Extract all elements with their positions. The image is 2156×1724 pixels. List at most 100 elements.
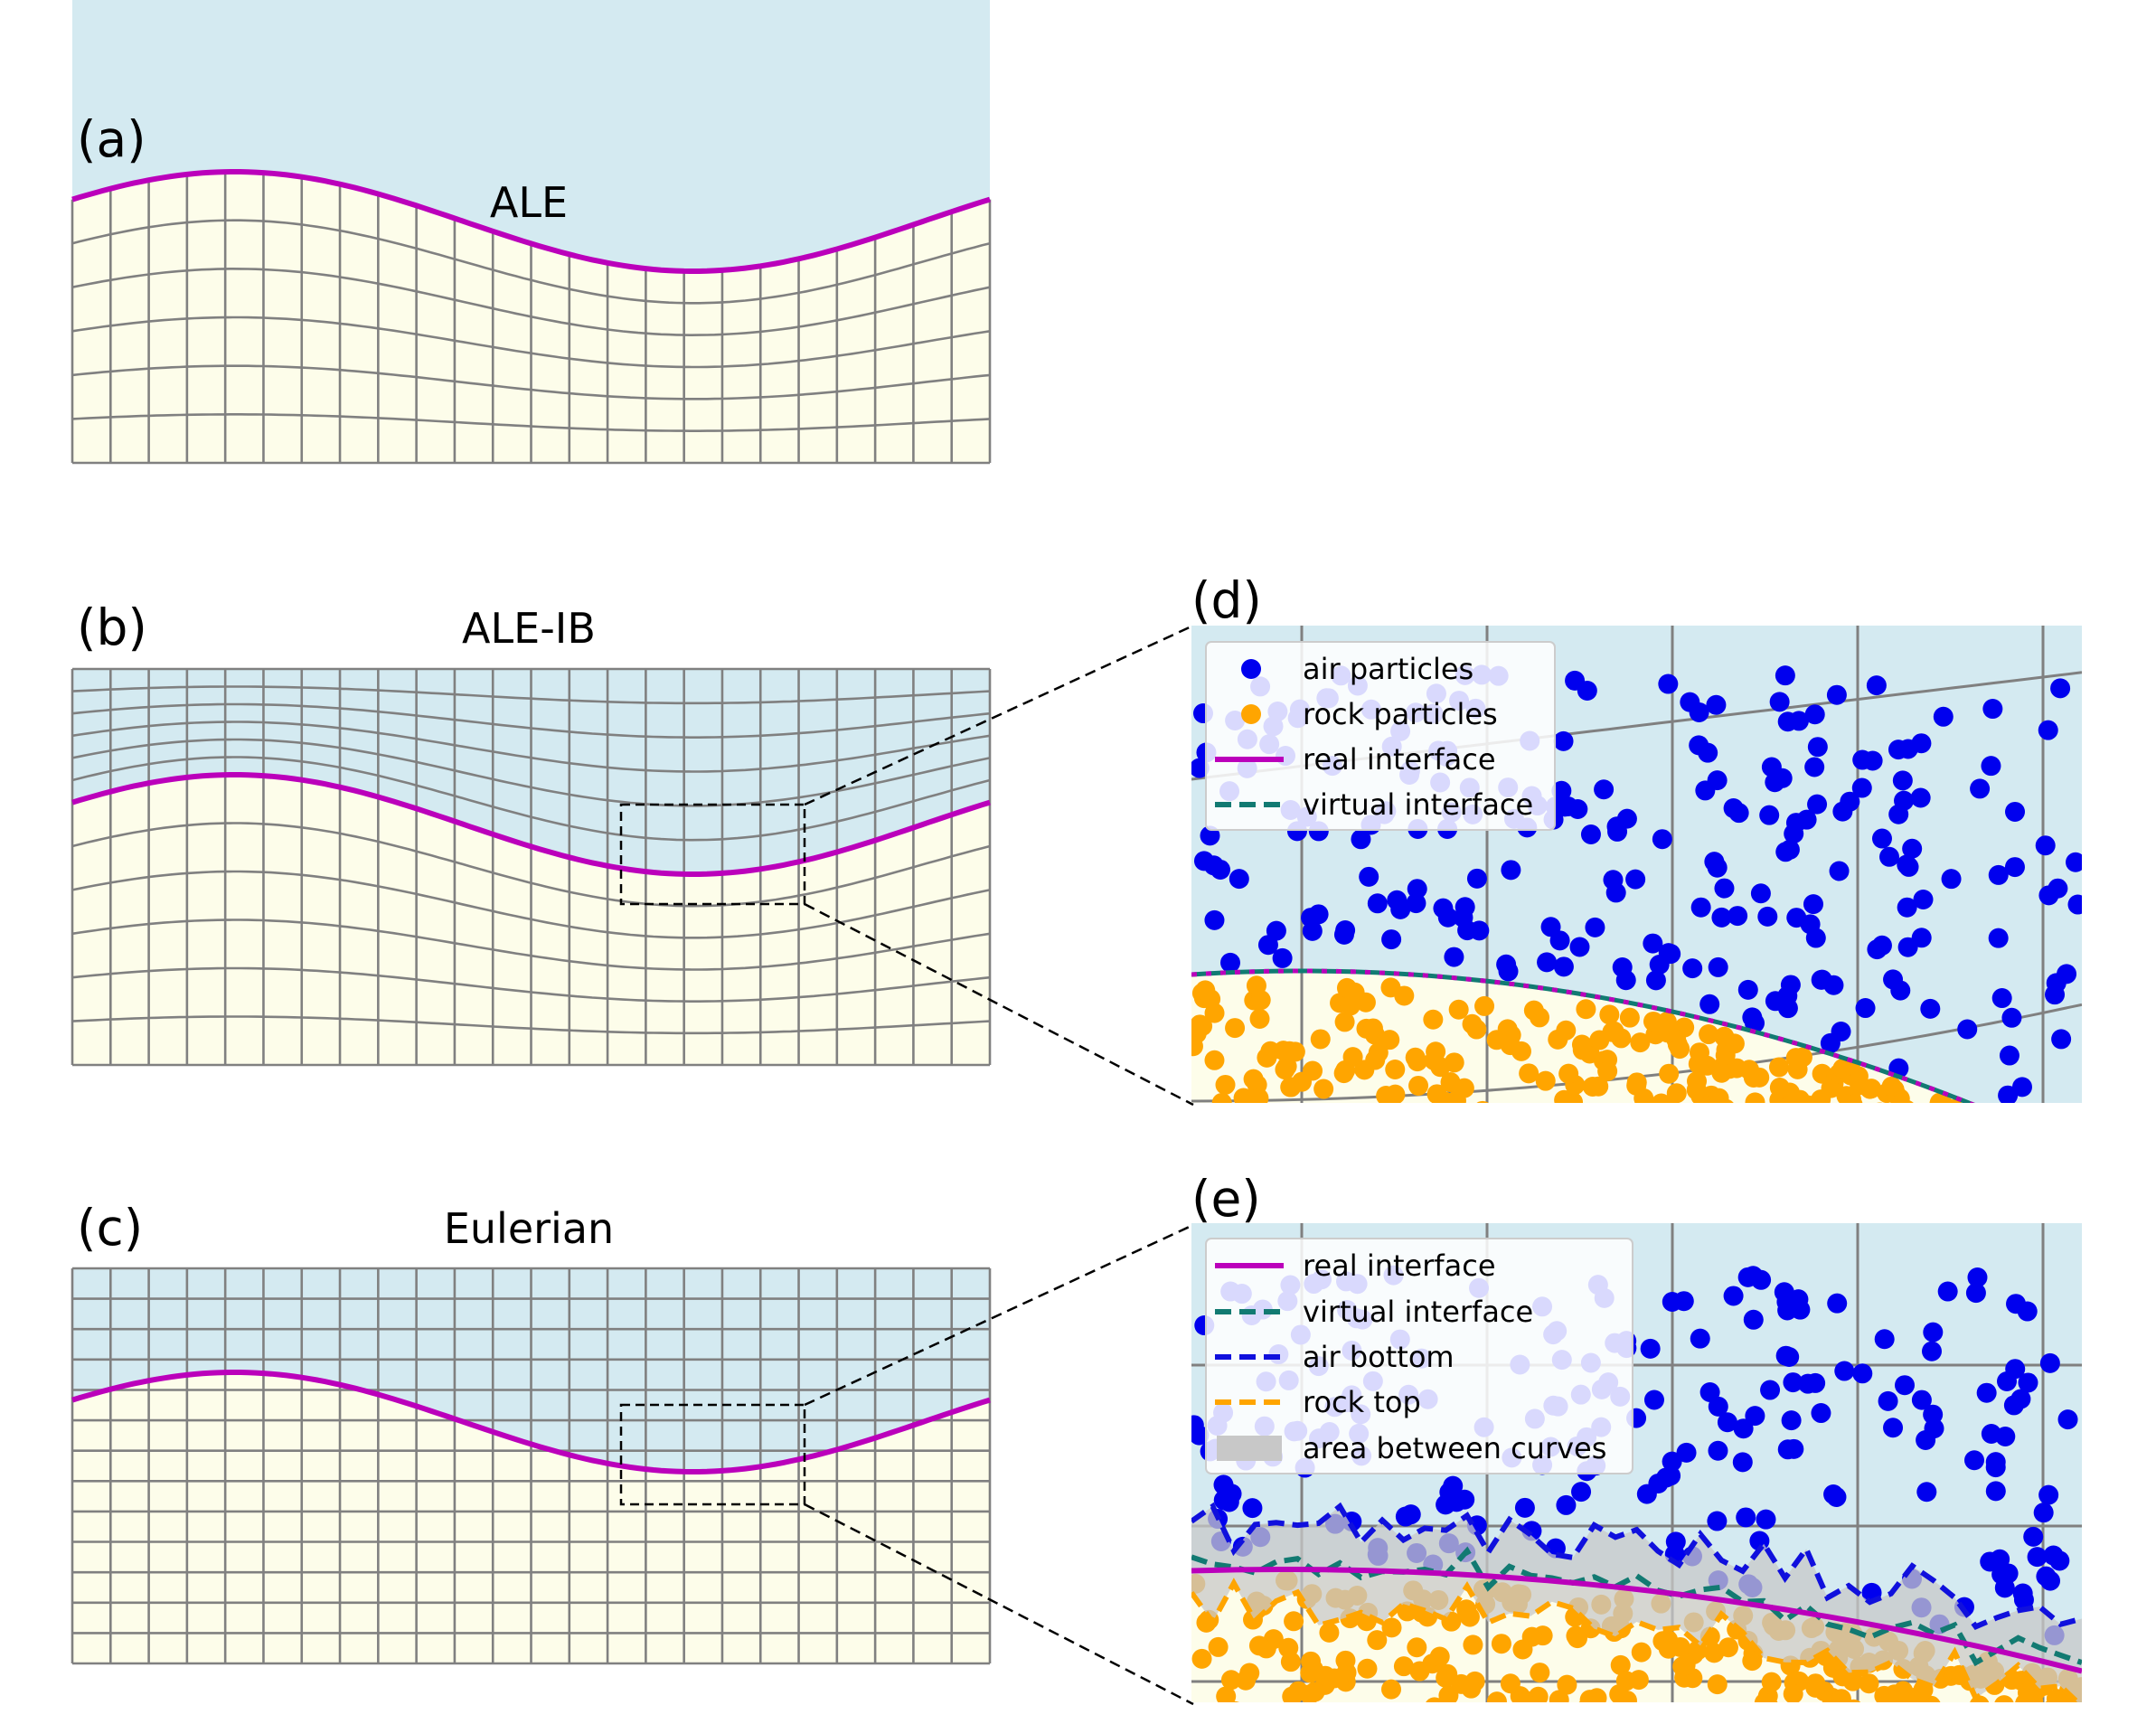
air-particle <box>1537 952 1558 973</box>
air-particle <box>2066 852 2082 872</box>
rock-particle <box>1282 1686 1303 1702</box>
panel-b-title: ALE-IB <box>462 604 596 653</box>
air-particle <box>1805 928 1826 948</box>
rock-particle <box>1319 1622 1340 1643</box>
air-particle <box>2004 857 2025 878</box>
air-particle <box>1446 1492 1467 1512</box>
air-particle <box>1387 890 1408 910</box>
air-particle <box>1728 803 1749 824</box>
rock-particle <box>1982 1107 2001 1126</box>
virtual-interface-curve <box>1191 1546 2082 1667</box>
rock-particle <box>1687 1071 1708 1092</box>
air-particle <box>2057 1409 2078 1430</box>
air-particle <box>1229 869 1249 890</box>
rock-particle <box>1405 1047 1426 1068</box>
rock-particle <box>1436 1667 1456 1688</box>
rock-particle <box>1215 1074 1236 1095</box>
air-particle <box>1985 1481 2006 1502</box>
connector-line <box>804 1503 1194 1706</box>
air-particle <box>1988 864 2009 885</box>
rock-particle <box>1563 1092 1584 1103</box>
air-particle <box>1941 869 1962 890</box>
air-particle <box>1219 1492 1239 1512</box>
rock-particle <box>1284 1611 1304 1632</box>
rock-particle <box>2003 1117 2023 1137</box>
rock-particle <box>1530 1663 1550 1683</box>
rock-particle <box>1975 1110 1995 1130</box>
air-particle <box>1733 1418 1754 1439</box>
air-particle <box>1883 969 1904 990</box>
rock-particle <box>1759 1696 1778 1702</box>
rock-particle <box>2001 1116 2021 1135</box>
air-particle <box>2001 1007 2022 1028</box>
legend-virtual-interface: virtual interface <box>1303 787 1533 822</box>
air-particle <box>1690 897 1711 918</box>
air-particle <box>1913 889 1934 909</box>
rock-particle <box>1451 1673 1472 1694</box>
rock-particle <box>1981 1109 2001 1129</box>
rock-particle <box>1519 1063 1539 1084</box>
zoom-connectors <box>619 624 1194 1706</box>
air-particle <box>1777 711 1798 732</box>
legend-air-particles-marker <box>1241 659 1261 679</box>
rock-particle <box>1708 1096 1727 1103</box>
rock-particle <box>2053 1694 2073 1702</box>
rock-particle <box>1973 1106 1993 1126</box>
air-particle <box>2005 801 2026 822</box>
air-particle <box>1707 1511 1728 1531</box>
air-particle <box>1242 1498 1263 1519</box>
air-particle <box>1879 846 1900 867</box>
air-particle <box>2006 1294 2027 1314</box>
air-particle <box>1988 928 2009 948</box>
rock-particle <box>1974 1104 1994 1124</box>
air-particle <box>1219 952 1240 973</box>
rock-particle <box>2005 1122 2025 1142</box>
rock-particle <box>1995 1115 2015 1135</box>
air-particle <box>1827 1293 1848 1314</box>
air-particle <box>1823 1484 1844 1504</box>
air-particle <box>1970 778 1991 799</box>
panel-b-ale-ib-mesh <box>71 667 992 1067</box>
air-particle <box>1911 928 1932 948</box>
air-particle <box>1902 838 1923 859</box>
air-particle <box>2067 894 2082 915</box>
air-particle <box>1717 1412 1737 1433</box>
rock-particle <box>1407 1637 1427 1658</box>
air-particle <box>1745 1406 1765 1427</box>
rock-particle <box>1772 1098 1789 1103</box>
air-particle <box>1603 870 1624 890</box>
air-particle <box>1496 954 1517 975</box>
air-particle <box>1455 897 1475 918</box>
rock-particle <box>1652 1631 1673 1652</box>
air-particle <box>1781 1410 1802 1431</box>
air-particle <box>1707 857 1728 878</box>
rock-particle <box>1520 1695 1539 1702</box>
air-particle <box>1852 1363 1873 1384</box>
rock-particle <box>1633 1102 1636 1103</box>
rock-particle <box>1971 1105 1991 1125</box>
real-interface-curve <box>71 1370 991 1474</box>
rock-particle <box>1589 1030 1610 1050</box>
rock-particle <box>1535 1070 1556 1091</box>
air-particle <box>1804 757 1825 777</box>
air-particle <box>1645 970 1666 991</box>
rock-particle <box>1381 1617 1402 1638</box>
rock-particle <box>1220 1670 1241 1691</box>
air-particle <box>2018 1372 2038 1393</box>
rock-particle <box>1980 1111 2000 1131</box>
rock-particle <box>1216 1686 1237 1702</box>
rock-particle <box>1208 1636 1229 1657</box>
air-particle <box>1923 1322 1944 1342</box>
air-particle <box>1699 994 1720 1014</box>
air-particle <box>1333 924 1354 945</box>
rock-particle <box>1385 1059 1406 1079</box>
rock-particle <box>2016 1109 2036 1129</box>
rock-particle <box>1344 982 1365 1003</box>
air-particle <box>1616 808 1637 829</box>
panel-a-ale-mesh <box>71 0 992 465</box>
air-particle <box>1823 975 1844 995</box>
air-particle <box>1759 805 1780 825</box>
air-particle <box>1649 955 1670 975</box>
air-particle <box>1540 917 1561 937</box>
rock-particle <box>1809 1101 1821 1103</box>
